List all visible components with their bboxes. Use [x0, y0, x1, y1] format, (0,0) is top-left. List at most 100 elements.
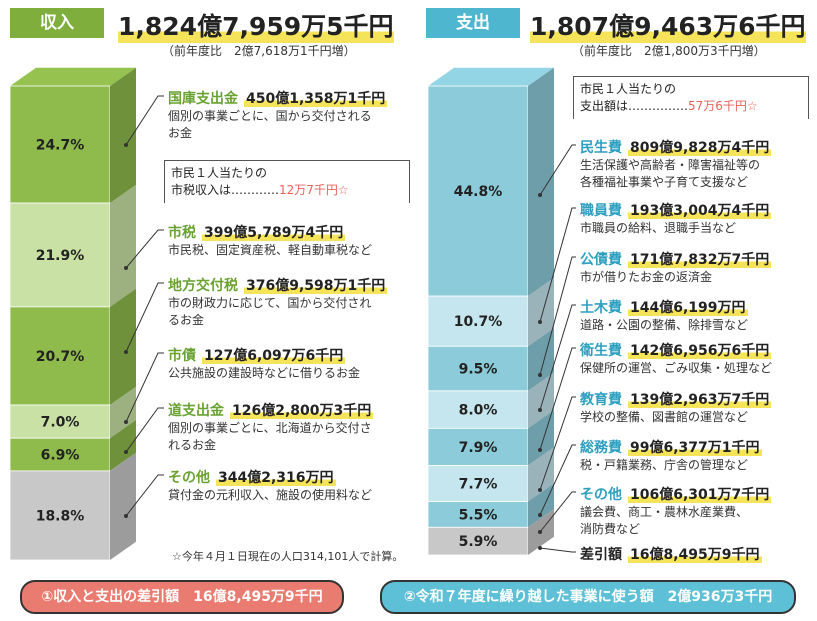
bar-top-cap	[10, 67, 136, 86]
pill-difference: ①収入と支出の差引額 16億8,495万9千円	[20, 580, 344, 614]
income-item-name: 国庫支出金	[168, 91, 238, 107]
expense-item-name: 総務費	[580, 440, 622, 456]
expense-item-6: 教育費 139億2,963万7千円	[580, 389, 772, 409]
segment-percent-label: 5.5%	[459, 507, 498, 523]
income-tag: 収入	[10, 8, 104, 38]
bar-segment	[427, 295, 529, 347]
bar-segment-side	[528, 67, 554, 297]
expense-item-amount: 142億6,956万6千円	[628, 343, 772, 359]
bar-segment-side	[110, 452, 136, 560]
expense-item-3: 公債費 171億7,832万7千円	[580, 249, 772, 269]
expense-item-desc: 生活保護や高齢者・障害福祉等の 各種福祉事業や子育て支援など	[580, 158, 761, 189]
expense-item-desc: 保健所の運営、ごみ収集・処理など	[580, 361, 773, 375]
income-item-amount: 344億2,316万円	[216, 470, 336, 486]
income-compare: （前年度比 2億7,618万1千円増）	[162, 44, 356, 58]
income-item-name: 市税	[168, 225, 196, 241]
segment-percent-label: 44.8%	[454, 184, 503, 200]
income-bar: 24.7% 21.9% 20.7% 7.0% 6.9% 18.8%	[9, 67, 136, 561]
expense-item-7: 総務費 99億6,377万1千円	[580, 437, 762, 457]
segment-percent-label: 9.5%	[459, 362, 498, 378]
expense-item-desc: 道路・公園の整備、除排雪など	[580, 318, 749, 332]
expense-item-8: その他 106億6,301万7千円	[580, 484, 772, 504]
expense-item-amount: 106億6,301万7千円	[628, 487, 772, 503]
income-item-desc: 市の財政力に応じて、国から交付され るお金	[168, 296, 372, 327]
expense-item-2: 職員費 193億3,004万4千円	[580, 200, 772, 220]
callout-value: 12万7千円☆	[279, 183, 349, 197]
income-item-1: 国庫支出金 450億1,358万1千円	[168, 88, 388, 108]
segment-percent-label: 6.9%	[41, 448, 80, 464]
expense-item-amount: 139億2,963万7千円	[628, 392, 772, 408]
expense-item-desc: 市職員の給料、退職手当など	[580, 221, 737, 235]
expense-item-amount: 809億9,828万4千円	[628, 140, 772, 156]
segment-percent-label: 7.0%	[41, 415, 80, 431]
callout-line2: 支出額は……………	[580, 99, 689, 113]
bar-segment	[427, 427, 529, 466]
bar-top-cap	[428, 67, 554, 86]
expense-item-amount: 16億8,495万9千円	[628, 547, 762, 563]
expense-item-name: 差引額	[580, 547, 622, 563]
income-item-amount: 376億9,598万1千円	[244, 278, 388, 294]
pill-carryover: ②令和７年度に繰り越した事業に使う額 2億936万3千円	[380, 580, 796, 614]
income-item-desc: 個別の事業ごとに、北海道から交付さ れるお金	[168, 421, 372, 452]
bar-segment-side	[110, 184, 136, 307]
income-item-5: 道支出金 126億2,800万3千円	[168, 400, 374, 420]
expense-item-5: 衛生費 142億6,956万6千円	[580, 340, 772, 360]
income-item-desc: 市民税、固定資産税、軽自動車税など	[168, 243, 373, 257]
income-item-amount: 126億2,800万3千円	[230, 403, 374, 419]
bar-segment	[427, 501, 529, 528]
bar-segment	[9, 404, 111, 439]
bar-segment	[427, 390, 529, 429]
income-item-amount: 450億1,358万1千円	[244, 91, 388, 107]
bar-segment	[9, 202, 111, 308]
segment-percent-label: 24.7%	[36, 138, 85, 154]
income-item-desc: 公共施設の建設時などに借りるお金	[168, 366, 361, 380]
expense-item-name: 土木費	[580, 300, 622, 316]
segment-percent-label: 18.8%	[36, 508, 85, 524]
expense-item-name: 職員費	[580, 203, 622, 219]
expense-item-name: 教育費	[580, 392, 622, 408]
bar-segment	[427, 526, 529, 556]
expense-item-amount: 99億6,377万1千円	[628, 440, 762, 456]
expense-item-name: 衛生費	[580, 343, 622, 359]
income-item-desc: 個別の事業ごとに、国から交付される お金	[168, 109, 372, 140]
segment-percent-label: 21.9%	[36, 248, 85, 264]
segment-percent-label: 5.9%	[459, 534, 498, 550]
bar-segment	[9, 470, 111, 561]
income-item-name: その他	[168, 470, 210, 486]
income-item-amount: 399億5,789万4千円	[202, 225, 346, 241]
expense-bar: 44.8% 10.7% 9.5% 8.0% 7.9% 7.7% 5.5% 5.9%	[427, 67, 554, 556]
callout-line2: 市税収入は…………	[171, 183, 280, 197]
segment-percent-label: 7.7%	[459, 476, 498, 492]
income-item-6: その他 344億2,316万円	[168, 467, 336, 487]
expense-item-desc: 市が借りたお金の返済金	[580, 270, 713, 284]
income-item-name: 地方交付税	[168, 278, 238, 294]
callout-line1: 市民１人当たりの	[580, 82, 677, 96]
income-item-name: 市債	[168, 348, 196, 364]
bar-segment-side	[110, 67, 136, 204]
income-callout: 市民１人当たりの 市税収入は…………12万7千円☆	[164, 160, 410, 203]
expense-item-name: 公債費	[580, 252, 622, 268]
income-item-3: 地方交付税 376億9,598万1千円	[168, 275, 388, 295]
bar-segment	[427, 345, 529, 392]
income-item-amount: 127億6,097万6千円	[202, 348, 346, 364]
segment-percent-label: 7.9%	[459, 440, 498, 456]
income-item-desc: 貸付金の元利収入、施設の使用料など	[168, 488, 373, 502]
expense-compare: （前年度比 2億1,800万3千円増）	[572, 44, 766, 58]
expense-item-amount: 144億6,199万円	[628, 300, 748, 316]
expense-item-desc: 学校の整備、図書館の運営など	[580, 410, 749, 424]
income-item-2: 市税 399億5,789万4千円	[168, 222, 346, 242]
income-item-name: 道支出金	[168, 403, 224, 419]
bar-segment	[9, 437, 111, 472]
bar-segment	[9, 306, 111, 406]
callout-line1: 市民１人当たりの	[171, 166, 268, 180]
expense-item-amount: 193億3,004万4千円	[628, 203, 772, 219]
income-item-4: 市債 127億6,097万6千円	[168, 345, 346, 365]
segment-percent-label: 10.7%	[454, 314, 503, 330]
expense-item-4: 土木費 144億6,199万円	[580, 297, 748, 317]
expense-item-1: 民生費 809億9,828万4千円	[580, 137, 772, 157]
expense-item-desc: 議会費、商工・農林水産業費、 消防費など	[580, 505, 749, 536]
expense-callout: 市民１人当たりの 支出額は……………57万6千円☆	[573, 76, 809, 119]
expense-tag: 支出	[426, 8, 520, 38]
income-total: 1,824億7,959万5千円	[118, 7, 394, 43]
expense-item-name: その他	[580, 487, 622, 503]
